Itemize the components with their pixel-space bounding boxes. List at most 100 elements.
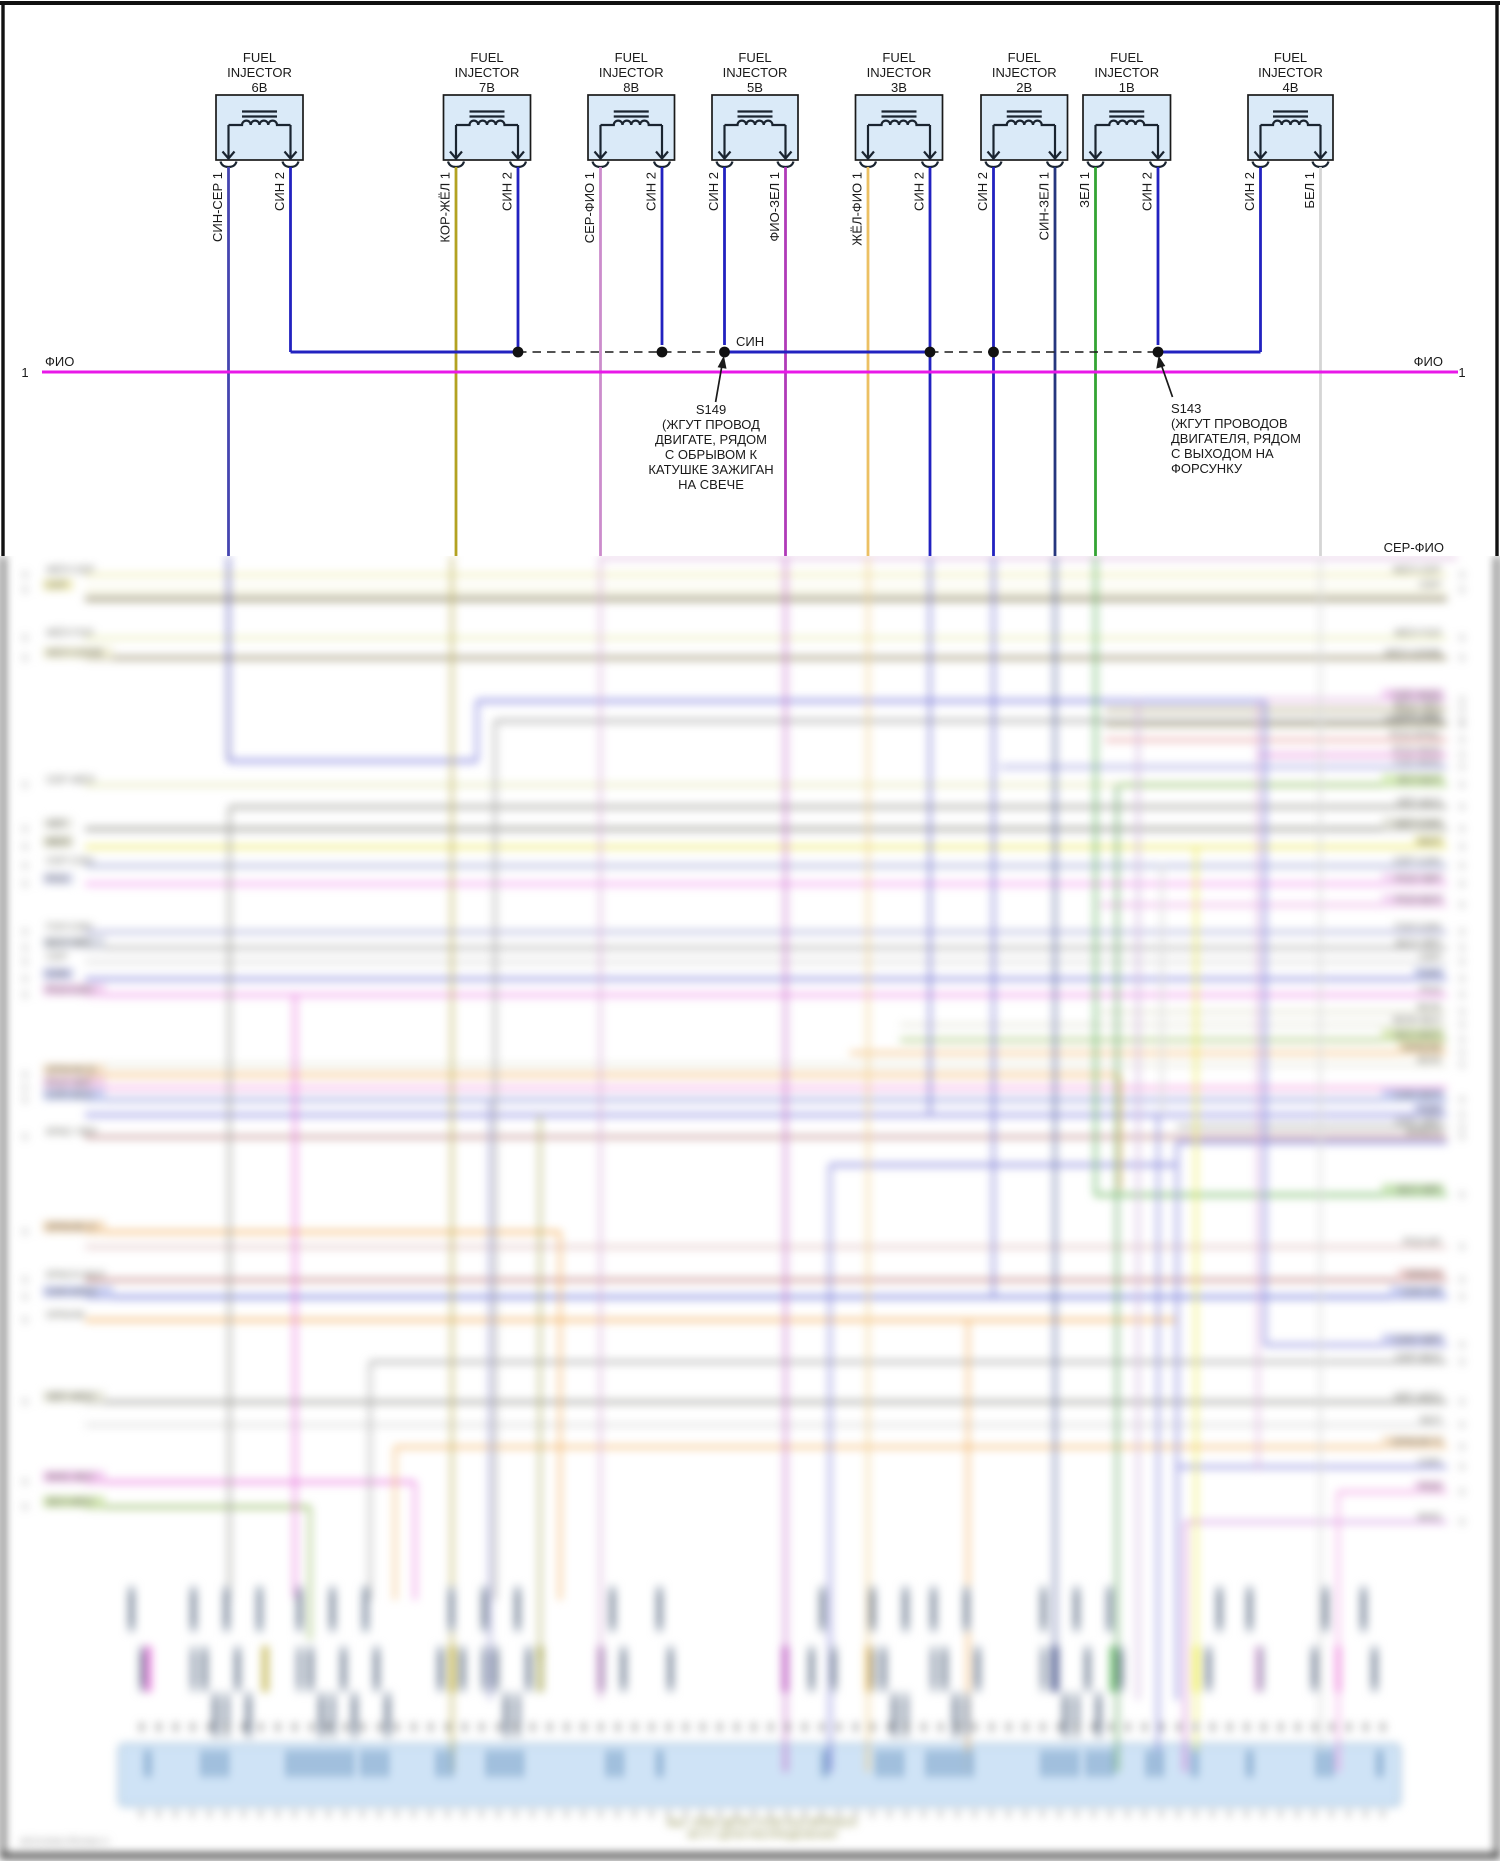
svg-text:9: 9 bbox=[1459, 879, 1464, 889]
svg-text:9: 9 bbox=[1459, 1020, 1464, 1030]
svg-text:СИН 2: СИН 2 bbox=[1140, 172, 1155, 211]
svg-text:СЕР: СЕР bbox=[1419, 951, 1441, 963]
svg-text:S143: S143 bbox=[1171, 401, 1201, 416]
svg-text:СИН-БЕЛ: СИН-БЕЛ bbox=[46, 1089, 93, 1101]
svg-text:9: 9 bbox=[1459, 1292, 1464, 1302]
svg-text:(ЖГУТ ПРОВОДОВ: (ЖГУТ ПРОВОДОВ bbox=[1171, 416, 1288, 431]
svg-text:ФИО-ЗЕЛ 1: ФИО-ЗЕЛ 1 bbox=[767, 172, 782, 242]
svg-text:СЕР: СЕР bbox=[46, 579, 68, 591]
svg-text:9: 9 bbox=[1459, 1035, 1464, 1045]
svg-text:СЕР-СИН: СЕР-СИН bbox=[1393, 855, 1441, 867]
svg-text:ФИО: ФИО bbox=[1417, 1511, 1441, 1523]
svg-text:9: 9 bbox=[1459, 1340, 1464, 1350]
svg-text:С ОБРЫВОМ К: С ОБРЫВОМ К bbox=[665, 447, 758, 462]
svg-text:2B: 2B bbox=[1016, 80, 1032, 95]
svg-text:FUEL: FUEL bbox=[615, 50, 648, 65]
svg-text:INJECTOR: INJECTOR bbox=[723, 65, 788, 80]
svg-text:РОЗ-ФИО: РОЗ-ФИО bbox=[1393, 744, 1441, 756]
svg-text:РОЗ-КРАС: РОЗ-КРАС bbox=[1389, 729, 1441, 741]
svg-text:9: 9 bbox=[1459, 1048, 1464, 1058]
svg-text:1: 1 bbox=[1458, 365, 1465, 380]
svg-text:9: 9 bbox=[1459, 1132, 1464, 1142]
svg-text:БЕЛ-ЧЁР: БЕЛ-ЧЁР bbox=[1396, 937, 1441, 949]
svg-text:9: 9 bbox=[1459, 842, 1464, 852]
svg-text:КРАСН-БЕЛ: КРАСН-БЕЛ bbox=[46, 1269, 105, 1281]
svg-text:СИН 2: СИН 2 bbox=[912, 172, 927, 211]
svg-text:ЗЕЛ-БЕЛ: ЗЕЛ-БЕЛ bbox=[1396, 774, 1441, 786]
svg-text:ОРАНЖ: ОРАНЖ bbox=[46, 1309, 85, 1321]
svg-text:ЖЁЛ-ОЛИВ: ЖЁЛ-ОЛИВ bbox=[46, 647, 103, 659]
svg-text:9: 9 bbox=[22, 633, 27, 643]
svg-text:1: 1 bbox=[21, 365, 28, 380]
svg-text:БЕЛ: БЕЛ bbox=[1420, 1414, 1441, 1426]
svg-text:9: 9 bbox=[1459, 633, 1464, 643]
svg-text:ЗЕЛ-ЖЁЛ: ЗЕЛ-ЖЁЛ bbox=[1394, 1029, 1441, 1041]
svg-text:СИН-ЧЁР: СИН-ЧЁР bbox=[1394, 1334, 1441, 1346]
svg-text:СИН 2: СИН 2 bbox=[706, 172, 721, 211]
svg-text:9: 9 bbox=[1459, 735, 1464, 745]
svg-text:КРАС-ЧЁР: КРАС-ЧЁР bbox=[46, 1126, 97, 1138]
svg-text:6B: 6B bbox=[252, 80, 268, 95]
svg-text:9: 9 bbox=[22, 1227, 27, 1237]
svg-text:9: 9 bbox=[22, 1132, 27, 1142]
svg-text:ГОЛ-ФИО: ГОЛ-ФИО bbox=[1394, 756, 1441, 768]
svg-text:9: 9 bbox=[22, 570, 27, 580]
svg-text:СИН: СИН bbox=[46, 968, 69, 980]
svg-text:СЕР: СЕР bbox=[1419, 579, 1441, 591]
svg-text:РОЗ-ЧЁР: РОЗ-ЧЁР bbox=[1395, 873, 1441, 885]
svg-text:БЕЛ-ЧЁР: БЕЛ-ЧЁР bbox=[46, 937, 91, 949]
svg-text:INJECTOR: INJECTOR bbox=[227, 65, 292, 80]
svg-text:9: 9 bbox=[22, 1502, 27, 1512]
svg-text:9: 9 bbox=[22, 1095, 27, 1105]
svg-text:ОРАНЖ: ОРАНЖ bbox=[1402, 1042, 1441, 1054]
svg-text:9: 9 bbox=[1459, 900, 1464, 910]
svg-text:9: 9 bbox=[22, 990, 27, 1000]
svg-text:1B: 1B bbox=[1119, 80, 1135, 95]
svg-text:9: 9 bbox=[22, 861, 27, 871]
svg-text:ЖЁЛ-ГОЛ: ЖЁЛ-ГОЛ bbox=[1394, 627, 1441, 639]
svg-text:9: 9 bbox=[1459, 1487, 1464, 1497]
svg-text:КОР-ЖЁЛ 1: КОР-ЖЁЛ 1 bbox=[438, 172, 453, 243]
svg-text:РОЗ-СИН: РОЗ-СИН bbox=[46, 984, 94, 996]
svg-text:9: 9 bbox=[1459, 695, 1464, 705]
svg-text:9: 9 bbox=[1459, 1420, 1464, 1430]
svg-text:ГОЛ-СИН: ГОЛ-СИН bbox=[1395, 921, 1441, 933]
svg-text:9: 9 bbox=[1459, 1007, 1464, 1017]
svg-text:INJECTOR: INJECTOR bbox=[599, 65, 664, 80]
svg-text:9: 9 bbox=[1459, 585, 1464, 595]
svg-text:ФОРСУНКУ: ФОРСУНКУ bbox=[1171, 461, 1243, 476]
svg-text:FUEL: FUEL bbox=[1274, 50, 1307, 65]
svg-text:СИН-КРАС: СИН-КРАС bbox=[46, 1286, 99, 1298]
svg-text:СИН: СИН bbox=[1418, 1456, 1441, 1468]
svg-text:БЕЖ: БЕЖ bbox=[1417, 1001, 1441, 1013]
svg-text:ОРАНЖ-Ч: ОРАНЖ-Ч bbox=[1392, 1436, 1441, 1448]
svg-text:ЧЁР: ЧЁР bbox=[46, 818, 67, 830]
svg-text:9: 9 bbox=[1459, 861, 1464, 871]
svg-text:СЕР-ФИО: СЕР-ФИО bbox=[1392, 689, 1441, 701]
svg-text:ЖЁЛ-ОЛИВ: ЖЁЛ-ОЛИВ bbox=[1384, 714, 1441, 726]
svg-text:9: 9 bbox=[1459, 943, 1464, 953]
svg-text:9: 9 bbox=[1459, 1357, 1464, 1367]
svg-text:ФИО: ФИО bbox=[45, 354, 74, 369]
svg-text:9: 9 bbox=[22, 943, 27, 953]
svg-text:9: 9 bbox=[22, 1275, 27, 1285]
svg-text:СЕР-БЕЛ: СЕР-БЕЛ bbox=[1395, 1351, 1441, 1363]
svg-text:СЕР-ЖЁЛ: СЕР-ЖЁЛ bbox=[46, 774, 95, 786]
svg-text:9: 9 bbox=[1459, 1517, 1464, 1527]
svg-text:9: 9 bbox=[1459, 570, 1464, 580]
svg-text:2: 2 bbox=[1458, 553, 1465, 556]
svg-text:ЖЁЛ: ЖЁЛ bbox=[46, 836, 70, 848]
svg-text:СИН 2: СИН 2 bbox=[975, 172, 990, 211]
svg-text:9: 9 bbox=[1459, 716, 1464, 726]
svg-text:СЕР-ФИО 1: СЕР-ФИО 1 bbox=[582, 172, 597, 243]
svg-text:КРАСН: КРАСН bbox=[1407, 1269, 1441, 1281]
svg-text:СИН-СЕР 1: СИН-СЕР 1 bbox=[210, 172, 225, 242]
svg-text:9: 9 bbox=[22, 957, 27, 967]
svg-text:РОЗ-БЕЛ: РОЗ-БЕЛ bbox=[1395, 894, 1441, 906]
svg-text:РОЗ: РОЗ bbox=[1420, 984, 1441, 996]
svg-text:9: 9 bbox=[1459, 824, 1464, 834]
svg-text:ЖЁЛ-ГОЛ: ЖЁЛ-ГОЛ bbox=[46, 627, 93, 639]
svg-text:ЧЁР-ЖЁЛ: ЧЁР-ЖЁЛ bbox=[1393, 1391, 1441, 1403]
svg-text:ЗЕЛ 1: ЗЕЛ 1 bbox=[1077, 172, 1092, 208]
svg-text:9: 9 bbox=[22, 974, 27, 984]
